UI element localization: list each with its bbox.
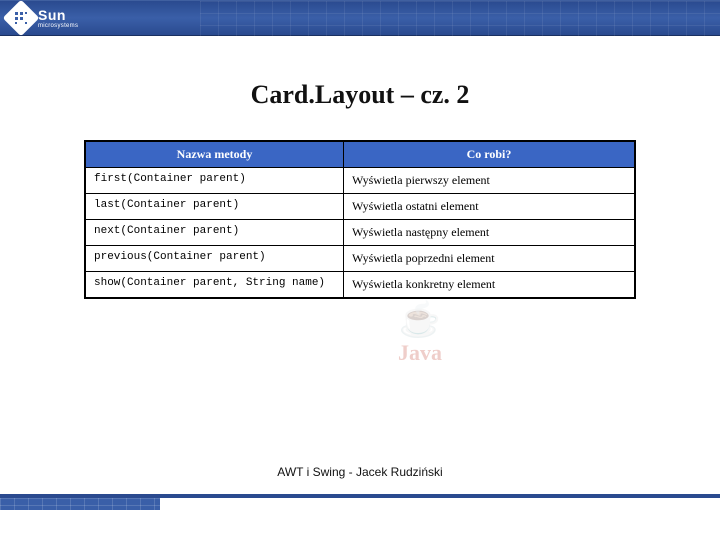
java-watermark: ☕ Java xyxy=(360,300,480,380)
brand-name: Sun xyxy=(38,7,66,23)
table-header-row: Nazwa metody Co robi? xyxy=(85,141,635,168)
java-cup-icon: ☕ xyxy=(360,300,480,340)
table-row: next(Container parent) Wyświetla następn… xyxy=(85,220,635,246)
desc-cell: Wyświetla ostatni element xyxy=(344,194,636,220)
method-cell: last(Container parent) xyxy=(85,194,344,220)
method-cell: first(Container parent) xyxy=(85,168,344,194)
topbar-grid-pattern xyxy=(200,1,720,37)
desc-cell: Wyświetla następny element xyxy=(344,220,636,246)
sun-logo: Sun microsystems xyxy=(8,5,78,31)
sun-logo-mark xyxy=(3,0,40,36)
footer-text: AWT i Swing - Jacek Rudziński xyxy=(0,465,720,479)
method-cell: next(Container parent) xyxy=(85,220,344,246)
table-header-desc: Co robi? xyxy=(344,141,636,168)
methods-table: Nazwa metody Co robi? first(Container pa… xyxy=(84,140,636,299)
table-row: previous(Container parent) Wyświetla pop… xyxy=(85,246,635,272)
desc-cell: Wyświetla konkretny element xyxy=(344,272,636,299)
brand-subname: microsystems xyxy=(38,23,78,29)
footer-stub xyxy=(0,498,160,510)
table-row: last(Container parent) Wyświetla ostatni… xyxy=(85,194,635,220)
table-header-method: Nazwa metody xyxy=(85,141,344,168)
desc-cell: Wyświetla pierwszy element xyxy=(344,168,636,194)
table-row: first(Container parent) Wyświetla pierws… xyxy=(85,168,635,194)
method-cell: show(Container parent, String name) xyxy=(85,272,344,299)
topbar: Sun microsystems xyxy=(0,0,720,36)
java-wordmark: Java xyxy=(360,340,480,366)
method-cell: previous(Container parent) xyxy=(85,246,344,272)
desc-cell: Wyświetla poprzedni element xyxy=(344,246,636,272)
sun-logo-text-wrap: Sun microsystems xyxy=(38,7,78,29)
table-row: show(Container parent, String name) Wyśw… xyxy=(85,272,635,299)
slide-title: Card.Layout – cz. 2 xyxy=(0,80,720,110)
